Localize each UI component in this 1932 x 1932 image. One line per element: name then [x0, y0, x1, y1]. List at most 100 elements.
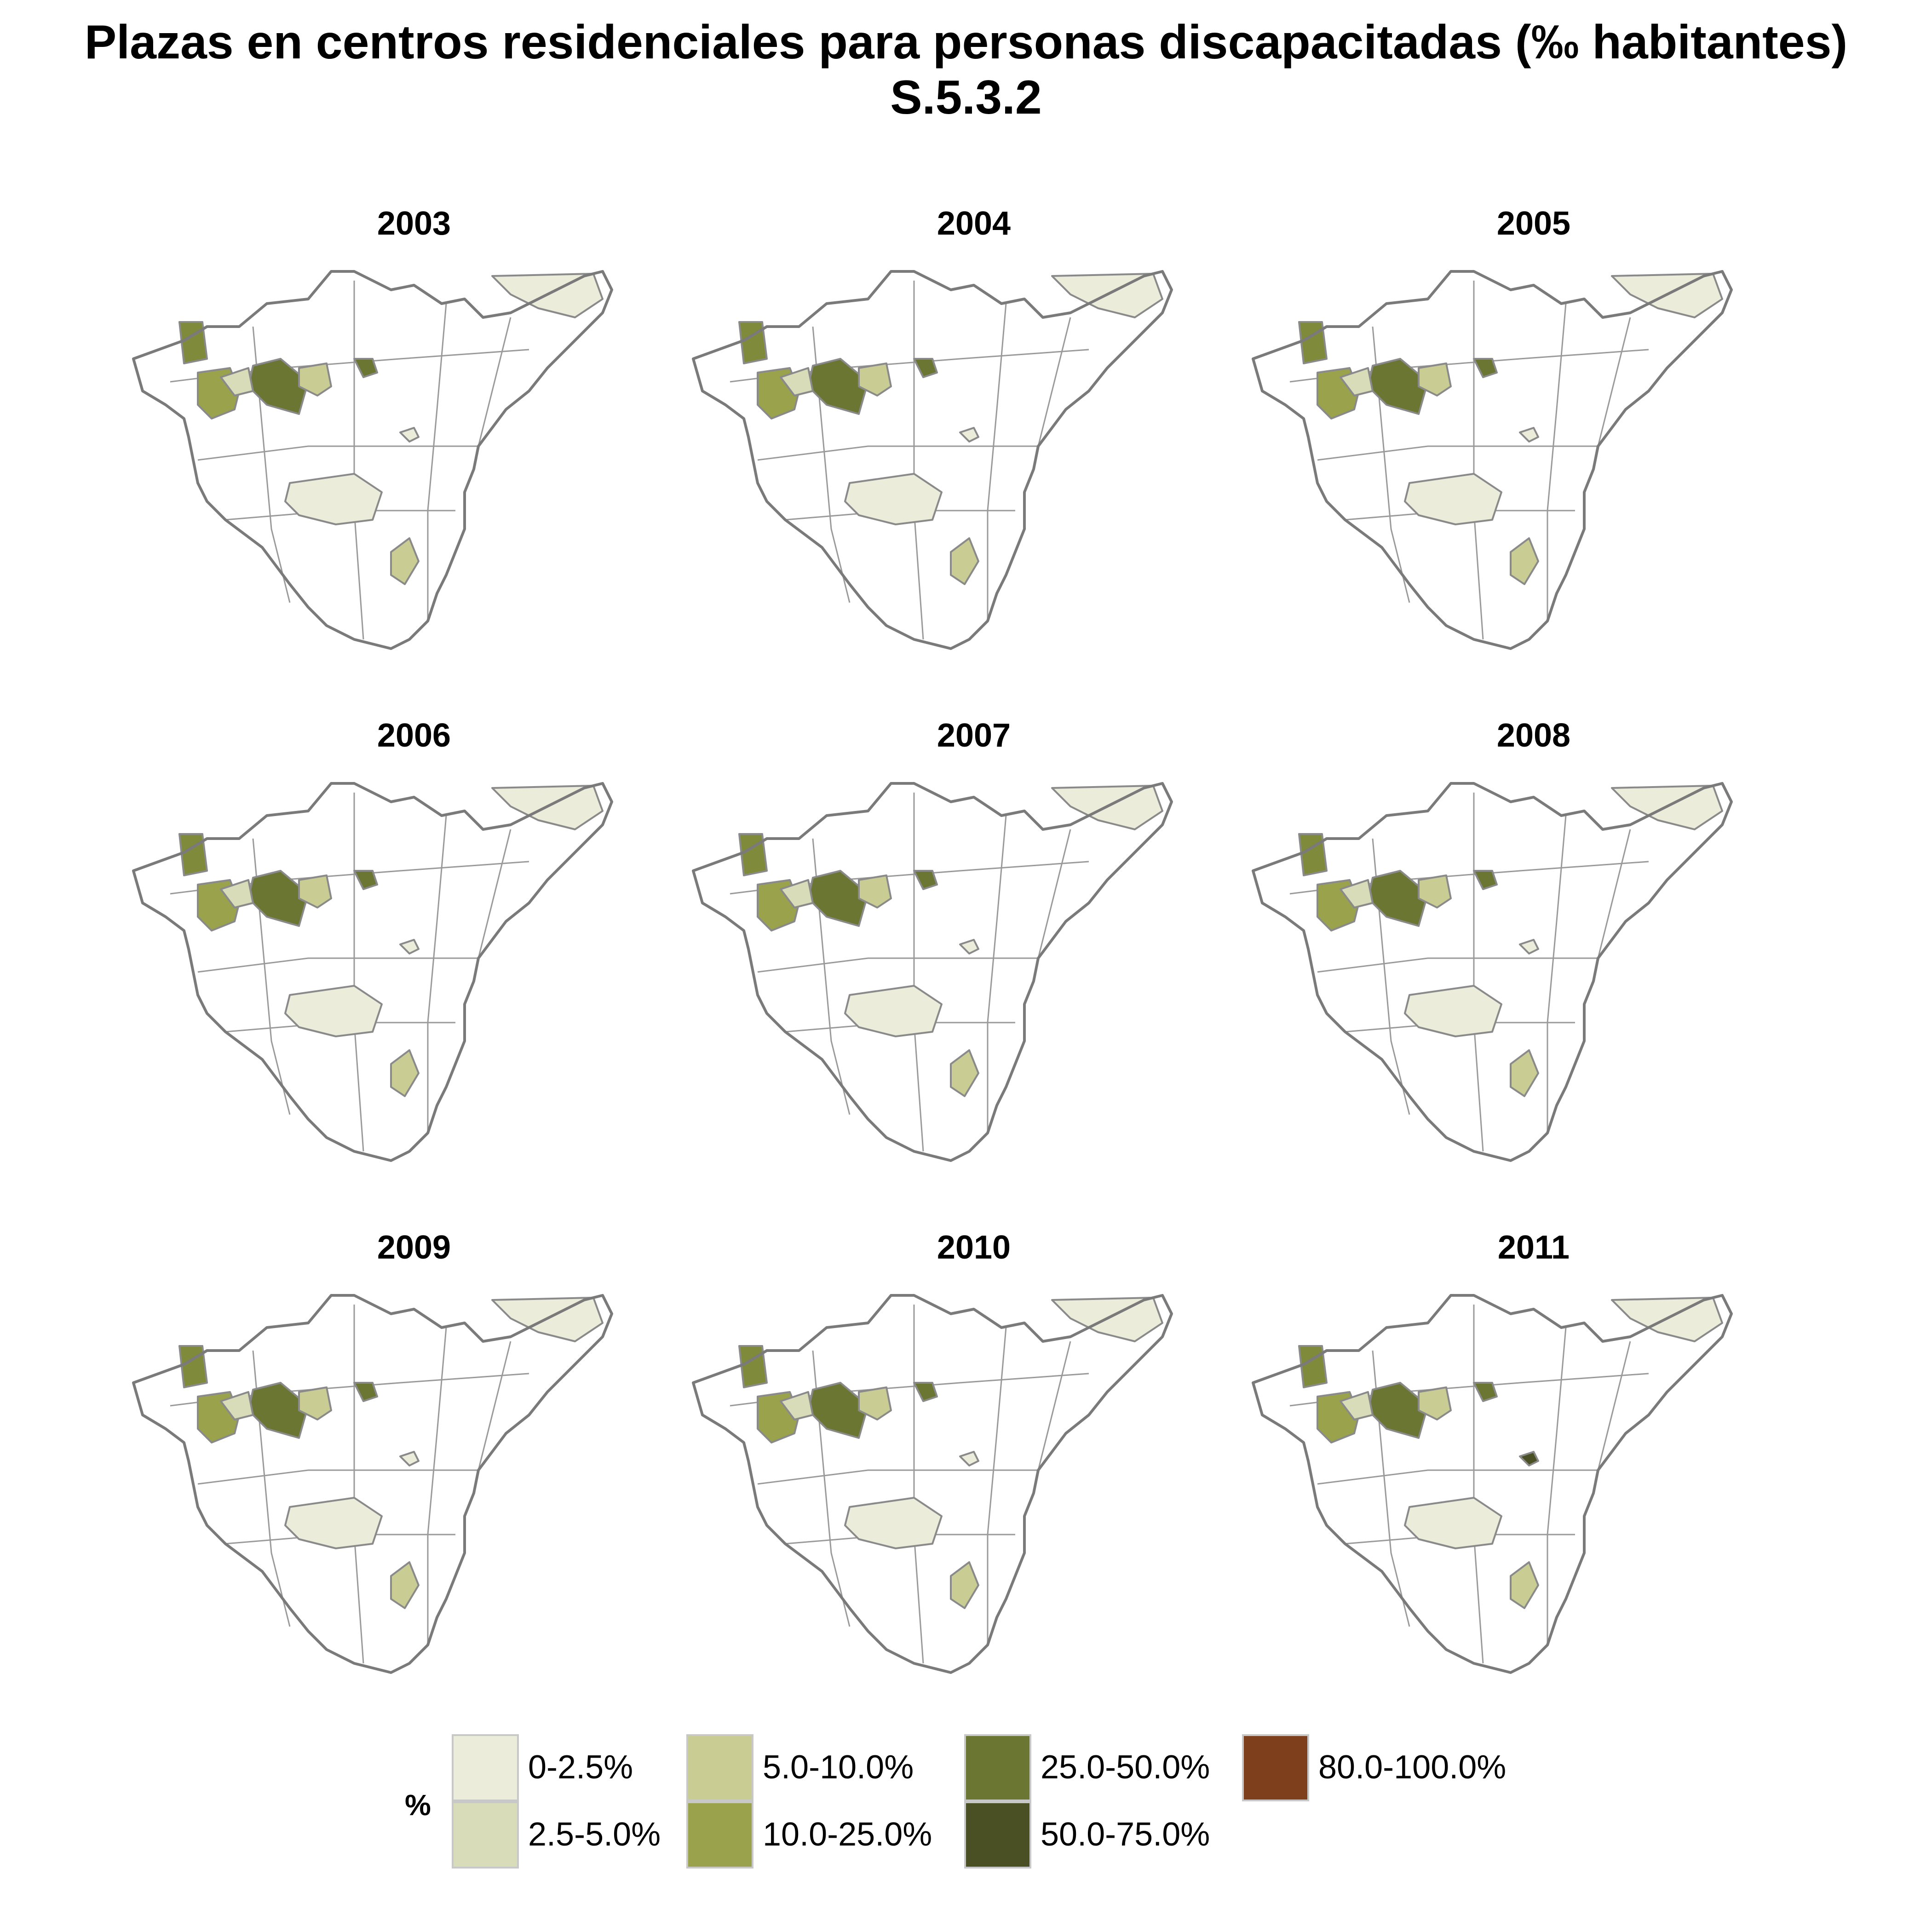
chart-subtitle: S.5.3.2 — [890, 71, 1042, 124]
municipality-6 — [913, 358, 938, 378]
municipality-5 — [220, 367, 254, 397]
map-panel-2011: 2011 — [1235, 1231, 1833, 1691]
map-panel-2008: 2008 — [1235, 719, 1833, 1179]
municipality-8 — [950, 1049, 979, 1097]
municipality-6 — [353, 1382, 378, 1402]
map-border — [692, 1294, 1173, 1674]
municipality-8 — [950, 537, 979, 585]
municipality-9 — [298, 874, 332, 908]
border-line — [1597, 317, 1631, 447]
border-line — [987, 303, 1007, 621]
border-line — [1547, 303, 1567, 621]
border-line — [1037, 829, 1071, 959]
border-line — [1037, 317, 1071, 447]
municipality-3 — [1519, 939, 1539, 954]
municipality-3 — [399, 939, 420, 954]
map-border — [692, 270, 1173, 650]
border-line — [757, 1469, 1038, 1485]
legend-label-0: 0-2.5% — [528, 1749, 633, 1786]
border-line — [757, 957, 1038, 973]
chart-title: Plazas en centros residenciales para per… — [84, 16, 1848, 69]
municipality-6 — [913, 1382, 938, 1402]
panel-year-label: 2006 — [377, 717, 451, 754]
border-line — [1597, 829, 1631, 959]
border-line — [1473, 1305, 1484, 1664]
border-line — [427, 1327, 447, 1645]
municipality-6 — [1473, 1382, 1498, 1402]
panel-year-label: 2010 — [937, 1229, 1011, 1266]
border-line — [427, 303, 447, 621]
map-border — [1252, 782, 1733, 1162]
legend-swatch-3 — [686, 1801, 753, 1869]
municipality-6 — [353, 358, 378, 378]
legend-label-3: 10.0-25.0% — [763, 1816, 932, 1853]
legend-swatch-5 — [964, 1801, 1031, 1869]
municipality-8 — [390, 537, 420, 585]
municipality-6 — [353, 870, 378, 890]
border-line — [1317, 445, 1598, 461]
border-line — [1317, 957, 1598, 973]
map-svg — [692, 270, 1173, 650]
municipality-8 — [390, 1561, 420, 1609]
municipality-1 — [738, 1345, 768, 1388]
municipality-0 — [1404, 985, 1502, 1037]
border-line — [987, 815, 1007, 1133]
map-svg — [132, 270, 613, 650]
municipality-0 — [844, 1497, 943, 1549]
border-line — [197, 1469, 478, 1485]
map-border — [692, 782, 1173, 1162]
map-border — [132, 1294, 613, 1674]
border-line — [757, 445, 1038, 461]
border-line — [353, 793, 364, 1152]
municipality-9 — [1418, 1386, 1452, 1420]
municipality-6 — [1473, 870, 1498, 890]
municipality-9 — [858, 874, 892, 908]
municipality-0 — [284, 985, 383, 1037]
municipality-8 — [1510, 1561, 1539, 1609]
municipality-0 — [1404, 473, 1502, 525]
municipality-0 — [844, 985, 943, 1037]
municipality-1 — [738, 833, 768, 876]
map-panel-2010: 2010 — [675, 1231, 1273, 1691]
border-line — [477, 1341, 512, 1471]
panel-year-label: 2011 — [1497, 1229, 1570, 1266]
border-line — [913, 1305, 924, 1664]
municipality-3 — [399, 1451, 420, 1466]
map-panel-2003: 2003 — [115, 207, 713, 667]
map-border — [132, 270, 613, 650]
municipality-6 — [1473, 358, 1498, 378]
municipality-1 — [1298, 833, 1328, 876]
municipality-9 — [298, 362, 332, 397]
legend: % 0-2.5% 2.5-5.0% 5.0-10.0% 10.0-25.0% 2… — [405, 1730, 1555, 1877]
municipality-1 — [1298, 321, 1328, 364]
municipality-1 — [1298, 1345, 1328, 1388]
map-border — [1252, 1294, 1733, 1674]
municipality-9 — [858, 362, 892, 397]
border-line — [1547, 1327, 1567, 1645]
municipality-0 — [1404, 1497, 1502, 1549]
border-line — [427, 815, 447, 1133]
legend-swatch-2 — [686, 1734, 753, 1801]
municipality-5 — [780, 879, 814, 908]
municipality-5 — [780, 1391, 814, 1420]
panel-year-label: 2007 — [937, 717, 1011, 754]
municipality-5 — [1340, 879, 1374, 908]
panel-year-label: 2009 — [377, 1229, 451, 1266]
municipality-5 — [1340, 1391, 1374, 1420]
border-line — [197, 445, 478, 461]
border-line — [913, 793, 924, 1152]
municipality-1 — [178, 833, 208, 876]
border-line — [913, 281, 924, 640]
municipality-9 — [858, 1386, 892, 1420]
border-line — [1473, 281, 1484, 640]
municipality-1 — [178, 321, 208, 364]
border-line — [1547, 815, 1567, 1133]
map-border — [132, 782, 613, 1162]
municipality-5 — [220, 879, 254, 908]
legend-label-2: 5.0-10.0% — [763, 1749, 914, 1786]
municipality-3 — [959, 1451, 979, 1466]
border-line — [1597, 1341, 1631, 1471]
map-svg — [132, 1294, 613, 1674]
border-line — [477, 317, 512, 447]
legend-swatch-6 — [1242, 1734, 1309, 1801]
